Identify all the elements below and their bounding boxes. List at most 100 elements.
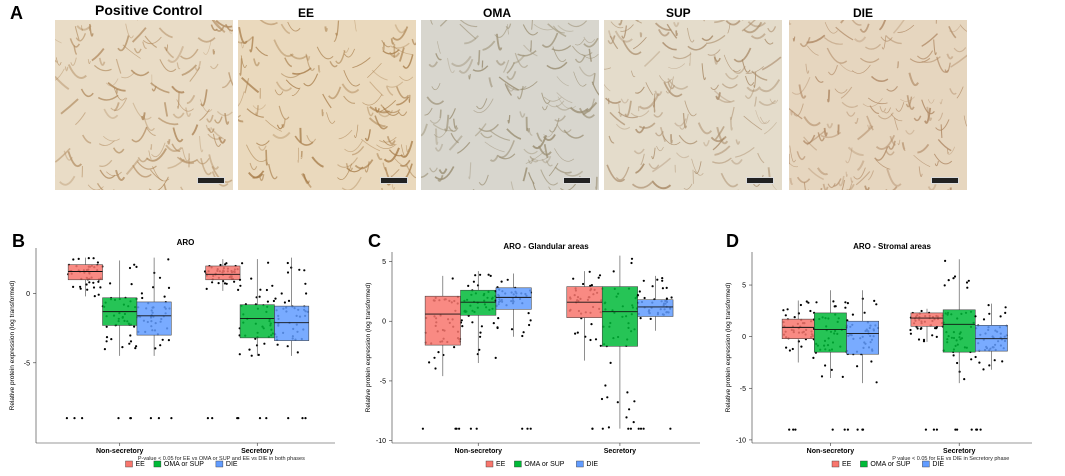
tissue-stroke bbox=[949, 187, 952, 190]
data-point bbox=[492, 322, 495, 325]
tissue-stroke bbox=[464, 35, 479, 45]
data-point bbox=[92, 257, 95, 260]
tissue-stroke bbox=[838, 175, 845, 187]
data-point bbox=[974, 355, 977, 359]
chart-footnote: P value < 0.05 for EE vs DIE in Secretor… bbox=[892, 456, 1009, 462]
data-point bbox=[258, 295, 261, 298]
data-point bbox=[283, 301, 286, 304]
tissue-stroke bbox=[712, 157, 732, 164]
tissue-stroke bbox=[382, 49, 400, 55]
tissue-stroke bbox=[67, 64, 87, 79]
tissue-stroke bbox=[259, 174, 265, 182]
data-point bbox=[105, 325, 108, 328]
tissue-stroke bbox=[759, 79, 781, 93]
data-point bbox=[970, 358, 973, 361]
data-point bbox=[141, 296, 144, 300]
tissue-stroke bbox=[950, 54, 967, 68]
tissue-stroke bbox=[735, 146, 755, 158]
tissue-stroke bbox=[848, 183, 853, 190]
tissue-stroke bbox=[167, 139, 171, 145]
box-ee bbox=[67, 264, 103, 281]
tissue-stroke bbox=[827, 64, 838, 76]
tissue-stroke bbox=[682, 113, 687, 129]
tissue-stroke bbox=[921, 33, 938, 47]
data-point bbox=[978, 361, 981, 364]
tissue-texture bbox=[238, 20, 416, 190]
y-tick-label: 0 bbox=[26, 291, 30, 298]
data-point bbox=[86, 288, 89, 291]
tissue-stroke bbox=[239, 58, 243, 76]
tissue-stroke bbox=[450, 132, 459, 144]
tissue-stroke bbox=[506, 62, 516, 74]
outlier-point bbox=[669, 427, 672, 430]
data-point bbox=[588, 270, 591, 273]
data-point bbox=[105, 340, 108, 343]
tissue-stroke bbox=[133, 47, 142, 54]
box-die bbox=[274, 305, 310, 341]
tissue-stroke bbox=[855, 171, 871, 186]
tissue-stroke bbox=[885, 186, 898, 190]
tissue-stroke bbox=[198, 136, 204, 153]
tissue-stroke bbox=[564, 170, 584, 177]
data-point bbox=[612, 270, 615, 273]
tissue-stroke bbox=[502, 59, 510, 73]
micrograph-label: DIE bbox=[853, 6, 874, 20]
tissue-stroke bbox=[448, 108, 456, 120]
tissue-stroke bbox=[150, 144, 153, 150]
data-point bbox=[479, 335, 482, 338]
micrograph-label: SUP bbox=[666, 6, 691, 20]
tissue-stroke bbox=[745, 66, 764, 74]
data-point bbox=[832, 300, 835, 303]
tissue-stroke bbox=[875, 134, 896, 150]
tissue-stroke bbox=[793, 103, 804, 117]
data-point bbox=[576, 331, 579, 334]
tissue-stroke bbox=[459, 23, 477, 40]
tissue-stroke bbox=[917, 143, 930, 154]
tissue-stroke bbox=[529, 40, 532, 52]
tissue-stroke bbox=[630, 110, 650, 117]
tissue-stroke bbox=[200, 158, 212, 176]
tissue-stroke bbox=[435, 53, 442, 61]
y-tick-label: -5 bbox=[380, 378, 386, 385]
tissue-stroke bbox=[747, 21, 767, 28]
tissue-stroke bbox=[939, 99, 943, 105]
tissue-stroke bbox=[846, 111, 856, 117]
outlier-point bbox=[304, 417, 307, 420]
tissue-stroke bbox=[635, 163, 645, 174]
tissue-stroke bbox=[713, 90, 731, 103]
legend-label: OMA or SUP bbox=[524, 461, 564, 468]
tissue-stroke bbox=[946, 53, 954, 60]
tissue-stroke bbox=[716, 96, 735, 103]
tissue-stroke bbox=[712, 137, 725, 151]
tissue-stroke bbox=[551, 44, 572, 52]
outlier-point bbox=[843, 428, 846, 431]
data-point bbox=[92, 281, 95, 284]
micrograph-label: EE bbox=[298, 6, 315, 20]
tissue-stroke bbox=[575, 38, 585, 46]
data-point bbox=[630, 257, 634, 260]
tissue-stroke bbox=[458, 58, 474, 74]
tissue-stroke bbox=[305, 53, 315, 71]
tissue-stroke bbox=[948, 25, 957, 39]
tissue-stroke bbox=[125, 23, 134, 39]
tissue-stroke bbox=[159, 59, 177, 72]
tissue-stroke bbox=[895, 102, 905, 112]
tissue-stroke bbox=[631, 181, 653, 189]
tissue-stroke bbox=[651, 180, 672, 190]
tissue-stroke bbox=[547, 100, 565, 108]
tissue-stroke bbox=[725, 20, 741, 26]
tissue-stroke bbox=[211, 171, 229, 187]
tissue-stroke bbox=[936, 56, 949, 73]
tissue-stroke bbox=[741, 20, 756, 32]
tissue-stroke bbox=[703, 20, 705, 22]
tissue-stroke bbox=[721, 83, 738, 89]
tissue-stroke bbox=[97, 94, 119, 101]
data-point bbox=[135, 265, 138, 268]
tissue-stroke bbox=[424, 107, 433, 116]
tissue-stroke bbox=[817, 132, 825, 142]
tissue-stroke bbox=[399, 159, 411, 167]
data-point bbox=[479, 331, 482, 334]
data-point bbox=[93, 295, 96, 298]
outlier-point bbox=[935, 428, 939, 431]
tissue-stroke bbox=[506, 84, 527, 91]
